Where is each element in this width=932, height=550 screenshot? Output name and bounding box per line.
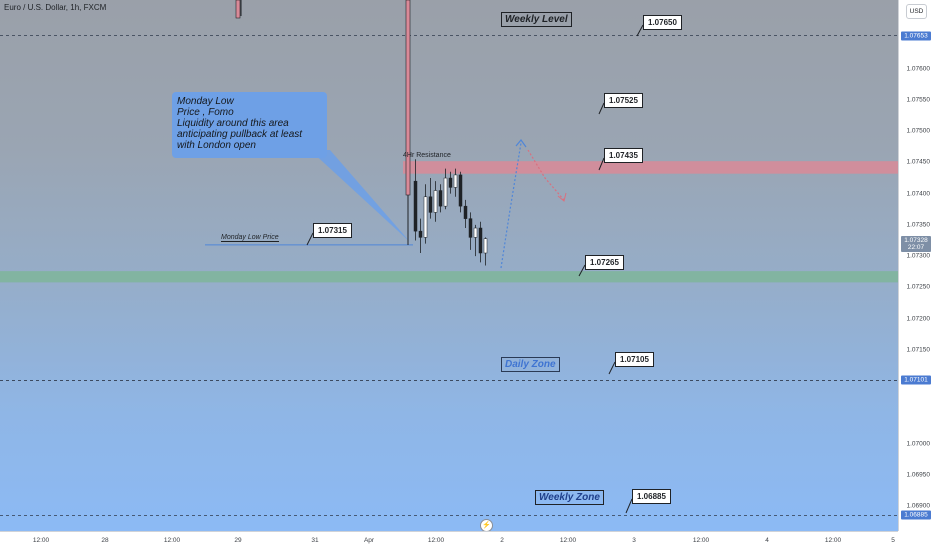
callout-leader [578, 264, 586, 277]
time-tick-label: 5 [891, 537, 895, 544]
time-tick-label: 29 [234, 537, 242, 544]
price-callout: 1.07435 [604, 148, 643, 163]
time-tick-label: 12:00 [692, 537, 710, 544]
zone-band [0, 271, 898, 283]
daily-zone-label: Daily Zone [501, 357, 560, 372]
price-tag: 1.07653 [901, 31, 931, 41]
candle-body [458, 174, 463, 207]
chart-plot-area[interactable]: Euro / U.S. Dollar, 1h, FXCM Weekly Leve… [0, 0, 898, 531]
candle-body [443, 177, 448, 207]
weekly-level-label: Weekly Level [501, 12, 572, 27]
price-callout: 1.07315 [313, 223, 352, 238]
callout-leader [306, 232, 314, 246]
callout-leader [636, 24, 644, 37]
symbol-title: Euro / U.S. Dollar, 1h, FXCM [4, 3, 107, 12]
candle-body [405, 0, 411, 196]
note-line: anticipating pullback at least [177, 129, 303, 140]
time-tick-label: 4 [765, 537, 769, 544]
price-tick-label: 1.07400 [906, 190, 931, 198]
candle-body [418, 230, 423, 238]
callout-leader [598, 102, 605, 115]
monday-low-label: Monday Low Price [221, 234, 279, 242]
time-tick-label: 12:00 [824, 537, 842, 544]
price-tag: 1.07328 22:07 [901, 235, 931, 252]
price-callout: 1.07105 [615, 352, 654, 367]
chart-canvas[interactable] [0, 0, 898, 531]
weekly-zone-label: Weekly Zone [535, 490, 604, 505]
note-line: with London open [177, 140, 256, 151]
price-tick-label: 1.07150 [906, 346, 931, 354]
replay-icon[interactable]: ⚡ [480, 519, 493, 531]
candle-body [235, 0, 241, 19]
price-tick-label: 1.07000 [906, 440, 931, 448]
zone-band [403, 161, 898, 174]
price-tick-label: 1.07350 [906, 221, 931, 229]
note-line: Price , Fomo [177, 107, 234, 118]
note-line: Monday Low [177, 96, 234, 107]
price-callout: 1.07525 [604, 93, 643, 108]
candle-body [448, 177, 453, 188]
time-tick-label: Apr [363, 537, 375, 544]
price-tick-label: 1.07600 [906, 65, 931, 73]
analysis-note: Monday Low Price , Fomo Liquidity around… [172, 92, 327, 158]
price-tick-label: 1.06900 [906, 502, 931, 510]
candle-body [468, 218, 473, 238]
time-tick-label: 2 [500, 537, 504, 544]
time-tick-label: 28 [101, 537, 109, 544]
candle-body [463, 205, 468, 219]
time-tick-label: 12:00 [559, 537, 577, 544]
time-tick-label: 12:00 [163, 537, 181, 544]
price-callout: 1.07265 [585, 255, 624, 270]
projection-down [527, 149, 565, 201]
time-tick-label: 12:00 [32, 537, 50, 544]
price-tag: 1.07101 [901, 375, 931, 385]
time-axis[interactable]: 12:00 28 12:00 29 31 Apr 12:00 2 12:00 3 12:00 4 12:… [0, 531, 898, 550]
price-tick-label: 1.07550 [906, 96, 931, 104]
candle-body [413, 180, 418, 232]
price-tick-label: 1.07450 [906, 158, 931, 166]
candle-body [453, 174, 458, 188]
price-tick-label: 1.07300 [906, 252, 931, 260]
note-pointer [310, 150, 410, 242]
price-tick-label: 1.07200 [906, 315, 931, 323]
time-tick-label: 12:00 [427, 537, 445, 544]
projection-arrowhead [557, 192, 567, 202]
candle-body [423, 196, 428, 238]
callout-leader [625, 498, 633, 514]
price-tag: 1.06885 [901, 510, 931, 520]
time-tick-label: 31 [311, 537, 319, 544]
candle-body [428, 196, 433, 213]
time-tick-label: 3 [632, 537, 636, 544]
candle-body [478, 227, 483, 254]
currency-button[interactable]: USD [906, 4, 927, 19]
price-tick-label: 1.07500 [906, 127, 931, 135]
price-tick-label: 1.06950 [906, 471, 931, 479]
callout-leader [608, 361, 616, 375]
projection-arrowhead [515, 139, 527, 148]
price-axis[interactable]: USD 1.07600 1.07550 1.07500 1.07450 1.07400 1… [898, 0, 932, 531]
price-callout: 1.07650 [643, 15, 682, 30]
price-tick-label: 1.07250 [906, 283, 931, 291]
candle-body [483, 238, 488, 254]
resistance-label: 4Hr Resistance [403, 152, 451, 159]
candle-body [438, 190, 443, 207]
callout-leader [598, 157, 605, 171]
candle-body [473, 227, 478, 238]
price-callout: 1.06885 [632, 489, 671, 504]
candle-body [433, 190, 438, 213]
note-line: Liquidity around this area [177, 118, 289, 129]
